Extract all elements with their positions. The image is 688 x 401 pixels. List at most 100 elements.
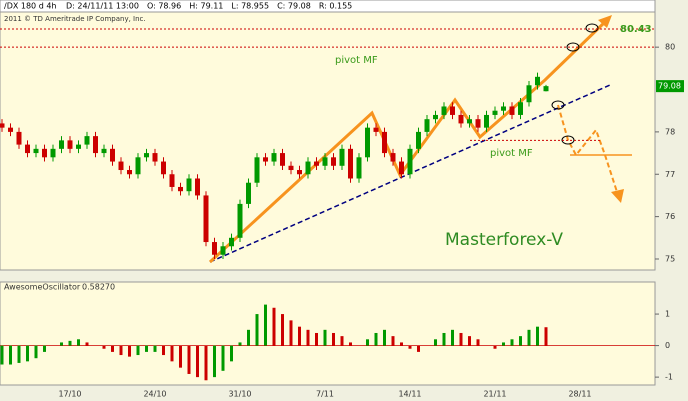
candle-body — [450, 106, 455, 115]
oscillator-bar — [9, 345, 12, 365]
candle-body — [237, 203, 243, 238]
candle-body — [458, 114, 464, 124]
candle-body — [212, 242, 217, 255]
price-panel — [0, 11, 656, 271]
x-tick-label: 14/11 — [398, 390, 421, 399]
candle-body — [280, 153, 285, 166]
oscillator-bar — [145, 345, 148, 352]
oscillator-bar — [68, 340, 72, 346]
candle-body — [348, 148, 353, 179]
candle-body — [263, 157, 268, 162]
oscillator-bar — [179, 345, 182, 368]
candle-body — [203, 195, 209, 243]
candle-body — [93, 136, 98, 154]
oscillator-bar — [136, 345, 140, 356]
header-field: L: 78.955 — [231, 2, 269, 11]
oscillator-bar — [493, 345, 497, 349]
y-tick-label: -1 — [665, 373, 673, 382]
oscillator-bar — [102, 345, 106, 349]
candle-body — [407, 148, 413, 175]
candle-body — [50, 148, 56, 158]
candle-body — [186, 178, 192, 192]
oscillator-bar — [43, 345, 46, 352]
oscillator-bar — [374, 332, 378, 346]
oscillator-bar — [281, 314, 284, 346]
oscillator-bar — [0, 345, 4, 365]
oscillator-bar — [221, 345, 225, 371]
y-tick-label: 1 — [665, 310, 670, 319]
candle-body — [424, 119, 430, 132]
oscillator-bar — [196, 345, 199, 378]
oscillator-bar — [315, 332, 318, 346]
x-tick-label: 28/11 — [568, 390, 591, 399]
candle-body — [297, 170, 302, 175]
oscillator-bar — [34, 345, 38, 359]
candle-body — [322, 157, 328, 166]
candle-body — [246, 182, 251, 204]
candle-body — [305, 161, 311, 175]
candle-body — [8, 127, 13, 132]
annotation: pivot MF — [490, 148, 533, 159]
oscillator-bar — [247, 329, 250, 346]
oscillator-bar — [468, 336, 471, 346]
oscillator-bar — [230, 345, 233, 362]
oscillator-bar — [60, 342, 63, 346]
header-field: R: 0.155 — [319, 2, 352, 11]
oscillator-bar — [289, 320, 293, 346]
oscillator-bar — [527, 329, 531, 346]
oscillator-bar — [502, 342, 505, 346]
y-tick-label: 75 — [665, 254, 675, 263]
x-tick-label: 21/11 — [483, 390, 506, 399]
oscillator-bar — [238, 342, 242, 346]
candle-body — [492, 110, 498, 115]
x-tick-label: 31/10 — [228, 390, 251, 399]
candle-body — [144, 153, 149, 158]
oscillator-bar — [434, 339, 437, 346]
candle-body — [399, 161, 404, 175]
y-tick-label: 0 — [665, 341, 670, 350]
oscillator-bar — [111, 345, 114, 352]
candle-body — [33, 148, 39, 154]
candle-body — [84, 136, 90, 145]
marker-circle — [585, 23, 599, 33]
oscillator-bar — [383, 329, 386, 346]
oscillator-bar — [510, 339, 514, 346]
oscillator-bar — [459, 332, 463, 346]
oscillator-bar — [298, 326, 301, 346]
oscillator-bar — [306, 329, 310, 346]
y-tick-label: 80 — [665, 43, 675, 52]
oscillator-bar — [400, 342, 403, 346]
oscillator-bar — [417, 345, 420, 352]
candle-body — [331, 157, 336, 166]
oscillator-bar — [204, 345, 208, 381]
oscillator-bar — [170, 345, 174, 362]
oscillator-bar — [187, 345, 191, 374]
candle-body — [373, 127, 379, 132]
annotation: pivot MF — [335, 55, 378, 66]
arrowhead — [611, 189, 624, 203]
candle-body — [0, 123, 5, 128]
oscillator-bar — [255, 314, 259, 346]
oscillator-bar — [536, 326, 539, 346]
candle-body — [356, 157, 362, 179]
oscillator-bar — [264, 304, 267, 346]
candle-body — [152, 153, 158, 162]
x-tick-label: 7/11 — [316, 390, 334, 399]
candle-body — [509, 106, 515, 115]
oscillator-bar — [213, 345, 216, 378]
candle-body — [433, 114, 438, 120]
oscillator-bar — [272, 307, 276, 346]
candle-body — [42, 148, 47, 158]
candle-body — [475, 119, 481, 128]
candle-body — [169, 174, 175, 187]
oscillator-bar — [408, 345, 412, 349]
symbol[interactable]: /DX 180 d 4h — [4, 2, 56, 11]
oscillator-bar — [162, 345, 165, 356]
candle-body — [229, 237, 234, 247]
marker-circle — [551, 100, 565, 110]
oscillator-bar — [544, 327, 548, 346]
candle-body — [518, 102, 523, 115]
candle-body — [101, 148, 107, 154]
copyright: 2011 © TD Ameritrade IP Company, Inc. — [4, 15, 146, 23]
